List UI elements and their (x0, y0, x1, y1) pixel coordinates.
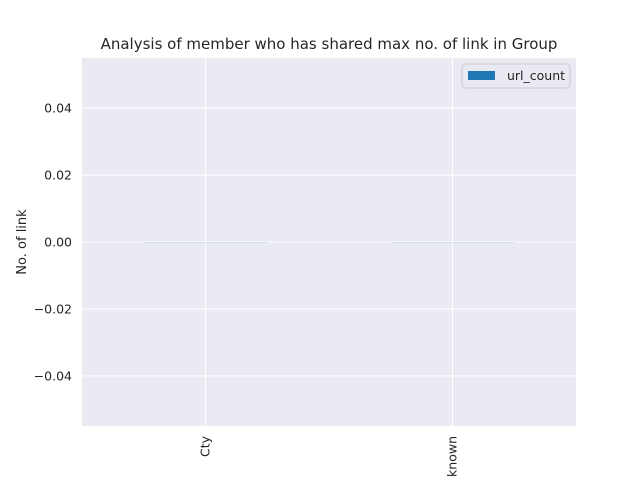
x-tick-label: known (445, 436, 460, 477)
gridlines (82, 58, 576, 426)
bars (143, 242, 515, 243)
y-tick-label: −0.04 (34, 368, 72, 383)
x-tick-label: Cty (198, 435, 213, 457)
legend-swatch (468, 71, 495, 80)
legend-label: url_count (507, 68, 565, 83)
bar (143, 242, 268, 243)
bar (390, 242, 515, 243)
y-axis-label: No. of link (15, 209, 30, 275)
chart-title: Analysis of member who has shared max no… (101, 35, 558, 53)
y-tick-label: −0.02 (34, 301, 72, 316)
y-tick-labels: 0.04 0.02 0.00 −0.02 −0.04 (34, 101, 72, 384)
legend-box (461, 63, 571, 89)
y-tick-label: 0.04 (44, 101, 72, 116)
y-tick-label: 0.00 (44, 235, 72, 250)
y-tick-label: 0.02 (44, 168, 72, 183)
legend: url_count (461, 63, 571, 89)
x-tick-labels: Cty known (198, 435, 460, 477)
